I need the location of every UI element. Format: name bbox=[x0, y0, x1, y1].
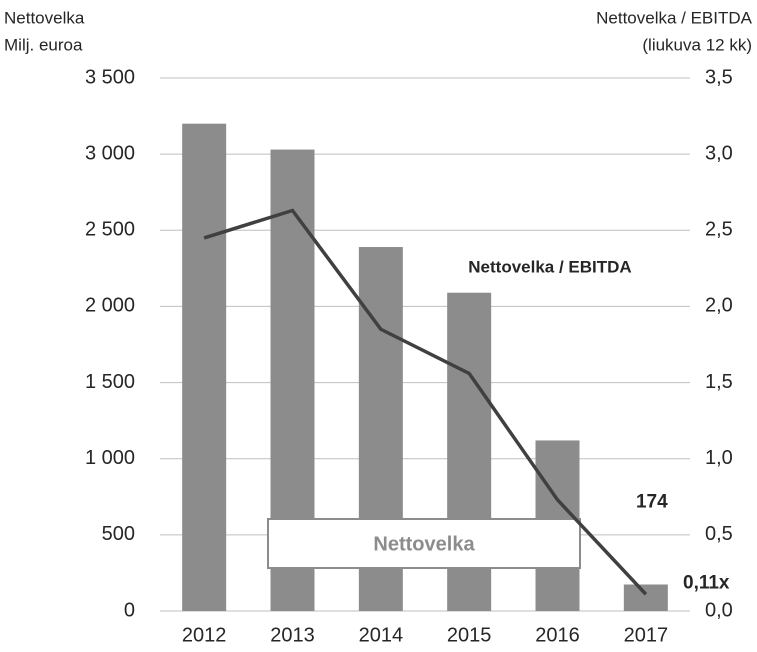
x-tick-label: 2012 bbox=[182, 624, 227, 646]
y2-tick-label: 3,5 bbox=[705, 66, 733, 88]
legend-box bbox=[267, 518, 581, 569]
y-axis-title: Milj. euroa bbox=[4, 35, 83, 54]
y-tick-label: 0 bbox=[124, 599, 135, 621]
y2-tick-label: 2,0 bbox=[705, 295, 733, 317]
y-tick-label: 500 bbox=[102, 523, 135, 545]
bar bbox=[182, 123, 227, 611]
y-tick-label: 3 000 bbox=[85, 142, 135, 164]
y2-tick-label: 3,0 bbox=[705, 142, 733, 164]
y-tick-label: 2 500 bbox=[85, 219, 135, 241]
y-tick-label: 1 000 bbox=[85, 447, 135, 469]
y2-tick-label: 0,0 bbox=[705, 599, 733, 621]
legend-label: Nettovelka bbox=[373, 533, 475, 555]
bar bbox=[623, 584, 668, 611]
line-value-label: 0,11x bbox=[683, 572, 730, 593]
y-axis-title: Nettovelka bbox=[4, 8, 85, 27]
bar-value-label: 174 bbox=[636, 492, 668, 513]
x-tick-label: 2013 bbox=[270, 624, 315, 646]
y2-tick-label: 1,5 bbox=[705, 371, 733, 393]
x-tick-label: 2017 bbox=[624, 624, 669, 646]
y2-axis-title: (liukuva 12 kk) bbox=[642, 35, 752, 54]
y-tick-label: 2 000 bbox=[85, 295, 135, 317]
x-tick-label: 2016 bbox=[535, 624, 580, 646]
line-label: Nettovelka / EBITDA bbox=[468, 257, 631, 276]
line bbox=[203, 208, 648, 596]
y2-tick-label: 0,5 bbox=[705, 523, 733, 545]
x-tick-label: 2015 bbox=[447, 624, 492, 646]
y-tick-label: 1 500 bbox=[85, 371, 135, 393]
y-tick-label: 3 500 bbox=[85, 66, 135, 88]
y2-axis-title: Nettovelka / EBITDA bbox=[596, 8, 753, 27]
y2-tick-label: 2,5 bbox=[705, 219, 733, 241]
y2-tick-label: 1,0 bbox=[705, 447, 733, 469]
x-tick-label: 2014 bbox=[359, 624, 404, 646]
